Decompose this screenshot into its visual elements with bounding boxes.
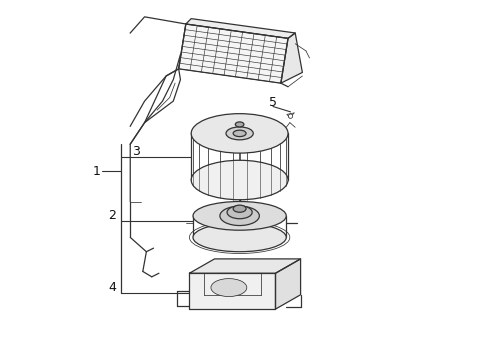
Polygon shape — [179, 24, 288, 83]
Ellipse shape — [235, 122, 244, 127]
Polygon shape — [186, 19, 295, 39]
Text: 1: 1 — [92, 165, 100, 177]
Text: 5: 5 — [269, 96, 277, 109]
Text: 2: 2 — [108, 210, 116, 222]
Ellipse shape — [227, 206, 252, 219]
Ellipse shape — [226, 127, 253, 140]
Ellipse shape — [191, 114, 288, 153]
Ellipse shape — [193, 202, 286, 230]
Ellipse shape — [193, 223, 286, 252]
Polygon shape — [190, 259, 300, 273]
Ellipse shape — [233, 205, 246, 212]
Text: 3: 3 — [132, 145, 140, 158]
Polygon shape — [275, 259, 300, 309]
Ellipse shape — [289, 114, 293, 118]
Ellipse shape — [220, 206, 259, 226]
Ellipse shape — [211, 279, 247, 297]
Ellipse shape — [191, 160, 288, 200]
Polygon shape — [281, 33, 302, 83]
Polygon shape — [190, 273, 275, 309]
Ellipse shape — [233, 130, 246, 136]
Text: 4: 4 — [108, 281, 116, 294]
